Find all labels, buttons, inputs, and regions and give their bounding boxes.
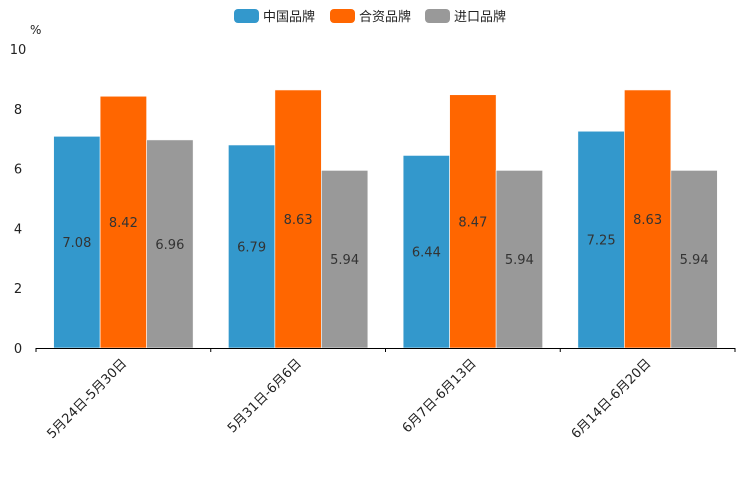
- legend: 中国品牌 合资品牌 进口品牌: [234, 9, 506, 25]
- y-tick-label: 0: [14, 342, 22, 357]
- legend-swatch: [425, 9, 450, 23]
- bar-value-label: 7.08: [62, 236, 91, 251]
- y-tick-label: 2: [14, 282, 22, 297]
- x-axis: 5月24日-5月30日 5月31日-6月6日 6月7日-6月13日 6月14日-6月2…: [35, 348, 736, 442]
- legend-swatch: [234, 9, 259, 23]
- bar-value-label: 8.47: [458, 215, 487, 230]
- x-category-label: 6月14日-6月20日: [569, 356, 655, 442]
- y-tick-label: 8: [14, 103, 22, 118]
- bar-value-label: 8.42: [109, 216, 138, 231]
- bar-value-label: 8.63: [284, 213, 313, 228]
- bar-value-label: 5.94: [680, 253, 709, 268]
- bar-value-label: 5.94: [505, 253, 534, 268]
- bar-value-label: 6.44: [412, 246, 441, 261]
- bar-value-label: 6.79: [237, 240, 266, 255]
- bar-2-1: [99, 95, 147, 349]
- bar-3-2: [321, 170, 369, 349]
- bar-value-label: 7.25: [587, 234, 616, 249]
- bar-3-1: [146, 139, 194, 349]
- legend-label: 中国品牌: [263, 9, 315, 25]
- x-category-label: 5月24日-5月30日: [44, 356, 130, 442]
- y-axis: 0 2 4 6 8 10: [10, 43, 27, 357]
- legend-label: 进口品牌: [454, 9, 506, 25]
- bar-2-2: [274, 89, 322, 349]
- x-category-label: 5月31日-6月6日: [225, 356, 305, 436]
- bar-value-label: 8.63: [633, 213, 662, 228]
- y-tick-label: 10: [10, 43, 27, 58]
- legend-label: 合资品牌: [359, 9, 411, 25]
- x-category-label: 6月7日-6月13日: [400, 356, 480, 436]
- bar-1-4: [577, 130, 625, 349]
- bar-2-3: [449, 94, 497, 349]
- bar-3-4: [670, 170, 718, 349]
- y-tick-label: 4: [14, 222, 22, 237]
- legend-swatch: [330, 9, 355, 23]
- bar-value-label: 6.96: [155, 238, 184, 253]
- bar-1-2: [228, 144, 276, 349]
- bar-value-label: 5.94: [330, 253, 359, 268]
- y-tick-label: 6: [14, 163, 22, 178]
- bar-1-1: [53, 136, 101, 349]
- bars: 7.08 8.42 6.96 6.79 8.63 5.94 6.44 8.47 5.94 7.25…: [53, 89, 718, 349]
- y-axis-unit-label: %: [30, 23, 41, 37]
